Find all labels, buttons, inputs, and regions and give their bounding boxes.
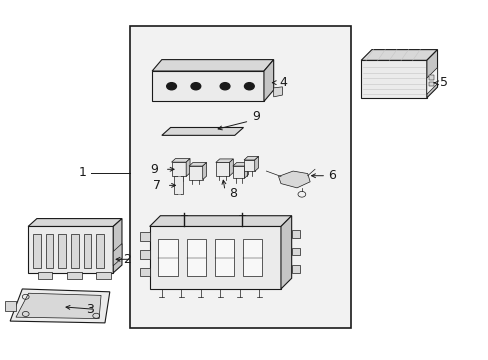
Polygon shape	[244, 157, 258, 160]
Bar	[83, 234, 91, 267]
Text: 3: 3	[86, 303, 94, 316]
Polygon shape	[28, 219, 122, 226]
Bar	[428, 75, 433, 80]
Bar	[171, 162, 186, 176]
Polygon shape	[113, 244, 122, 266]
Bar	[45, 234, 53, 267]
Polygon shape	[171, 158, 190, 162]
Bar	[140, 267, 149, 276]
Text: 5: 5	[439, 76, 447, 89]
Bar	[28, 226, 113, 273]
Circle shape	[220, 83, 229, 90]
Bar	[291, 230, 300, 238]
Polygon shape	[229, 159, 233, 176]
Polygon shape	[10, 289, 110, 323]
Bar	[232, 166, 244, 178]
Bar	[244, 160, 254, 171]
Bar	[140, 232, 149, 241]
Polygon shape	[264, 60, 273, 102]
Text: 8: 8	[228, 187, 237, 200]
Polygon shape	[149, 216, 291, 226]
Bar	[291, 265, 300, 273]
Polygon shape	[244, 162, 248, 178]
Bar	[130, 26, 351, 328]
Bar	[428, 82, 433, 86]
Bar	[291, 248, 300, 255]
Circle shape	[166, 83, 176, 90]
Polygon shape	[278, 171, 309, 188]
Polygon shape	[113, 219, 122, 273]
Bar	[189, 166, 202, 180]
Polygon shape	[232, 162, 248, 166]
Bar	[58, 234, 66, 267]
Bar	[361, 60, 426, 98]
Bar	[215, 162, 229, 176]
Bar	[243, 239, 262, 276]
Polygon shape	[189, 162, 206, 166]
Text: 9: 9	[150, 163, 158, 176]
Polygon shape	[16, 293, 101, 319]
Bar	[5, 301, 16, 311]
Polygon shape	[162, 127, 243, 135]
Polygon shape	[254, 157, 258, 171]
Bar	[33, 234, 41, 267]
Polygon shape	[281, 216, 291, 289]
Bar	[38, 272, 52, 279]
Circle shape	[191, 83, 201, 90]
Bar	[71, 234, 79, 267]
Bar	[96, 234, 104, 267]
Polygon shape	[426, 50, 437, 98]
Polygon shape	[202, 162, 206, 180]
Polygon shape	[361, 50, 437, 60]
Text: 1: 1	[79, 166, 86, 179]
Text: 9: 9	[252, 110, 260, 123]
Text: 4: 4	[279, 76, 287, 89]
Bar	[67, 272, 81, 279]
Bar	[174, 176, 183, 194]
Polygon shape	[152, 60, 273, 71]
Bar	[214, 239, 234, 276]
Bar	[186, 239, 205, 276]
Polygon shape	[426, 67, 437, 94]
Polygon shape	[215, 159, 233, 162]
Polygon shape	[186, 158, 190, 176]
Text: 6: 6	[327, 169, 335, 182]
Bar	[140, 249, 149, 258]
Text: 7: 7	[153, 179, 161, 192]
Text: 2: 2	[122, 253, 131, 266]
Polygon shape	[273, 87, 282, 97]
Bar	[152, 71, 264, 102]
Bar	[158, 239, 178, 276]
Circle shape	[244, 83, 254, 90]
Bar	[149, 226, 281, 289]
Bar	[96, 272, 111, 279]
